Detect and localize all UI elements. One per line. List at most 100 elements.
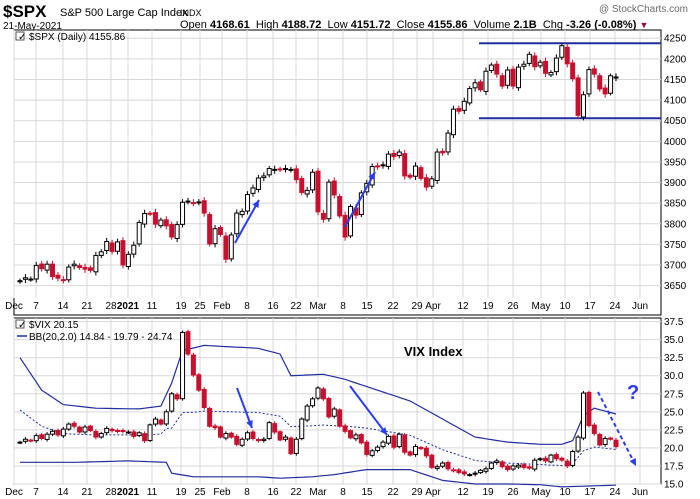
- x-tick-label: 21: [81, 301, 93, 312]
- candle-body: [472, 82, 478, 89]
- y-tick-label: 37.5: [664, 317, 684, 328]
- candle-body: [142, 433, 148, 442]
- candle-body: [272, 423, 278, 433]
- candle-body: [272, 168, 278, 171]
- candle-body: [456, 107, 462, 112]
- candle-body: [169, 224, 175, 238]
- candle-body: [591, 424, 597, 434]
- symbol-title: $SPX: [3, 2, 47, 21]
- candle-body: [597, 75, 603, 90]
- vix-arrow-projection-head: [629, 458, 636, 466]
- candle-body: [499, 461, 505, 468]
- candle-body: [60, 428, 66, 437]
- y-tick-label: 30.0: [664, 371, 684, 382]
- low-value: 4151.72: [350, 19, 391, 31]
- candle-body: [505, 69, 511, 86]
- candle-body: [602, 438, 608, 445]
- candle-body: [212, 228, 218, 245]
- candle-body: [478, 81, 484, 91]
- candle-body: [234, 212, 240, 235]
- copyright-notice: @ StockCharts.com: [598, 4, 688, 15]
- candle-body: [250, 187, 256, 194]
- spx-arrow-feb: [234, 199, 260, 244]
- low-label: Low: [327, 19, 348, 31]
- candle-body: [261, 175, 267, 179]
- x-tick-label: 14: [57, 301, 69, 312]
- candle-body: [488, 64, 494, 71]
- y-tick-label: 4000: [664, 137, 687, 148]
- candle-body: [429, 454, 435, 468]
- candle-body: [467, 88, 473, 104]
- candle-body: [613, 76, 619, 79]
- high-value: 4188.72: [281, 19, 322, 31]
- candle-body: [261, 438, 267, 441]
- candle-body: [120, 430, 126, 433]
- candle-body: [93, 255, 99, 273]
- x-tick-label: 2021: [117, 301, 140, 312]
- x-tick-label: 25: [194, 487, 206, 498]
- candle-body: [39, 263, 45, 270]
- candle-body: [532, 55, 538, 68]
- candle-body: [131, 431, 137, 437]
- candle-body: [98, 432, 104, 438]
- candle-body: [553, 454, 559, 460]
- volume-value: 2.1B: [513, 19, 537, 31]
- candle-body: [304, 189, 310, 195]
- candle-body: [180, 331, 186, 400]
- candle-body: [77, 426, 83, 433]
- candle-body: [201, 200, 207, 214]
- candle-body: [87, 267, 93, 271]
- candle-body: [521, 63, 527, 67]
- candle-body: [66, 423, 72, 430]
- candle-body: [98, 251, 104, 256]
- candle-body: [44, 433, 50, 440]
- y-tick-label: 3650: [664, 281, 687, 292]
- candle-body: [136, 432, 142, 437]
- y-tick-label: 3800: [664, 219, 687, 230]
- x-tick-label: 11: [147, 487, 158, 498]
- candle-body: [174, 394, 180, 400]
- y-tick-label: 32.5: [664, 353, 684, 364]
- x-tick-label: 15: [361, 301, 373, 312]
- candle-body: [413, 445, 419, 456]
- vix-title: VIX Index: [404, 344, 463, 359]
- y-tick-label: 3750: [664, 240, 687, 251]
- x-tick-label: 8: [340, 487, 346, 498]
- candle-body: [196, 201, 202, 204]
- candle-body: [17, 441, 23, 444]
- candle-body: [299, 178, 305, 193]
- vix-legend-swatch: [15, 319, 25, 329]
- candle-body: [559, 45, 565, 58]
- y-tick-label: 35.0: [664, 335, 684, 346]
- x-tick-label: 8: [244, 487, 250, 498]
- x-tick-label: 21: [81, 487, 93, 498]
- candle-body: [559, 457, 565, 461]
- candle-body: [217, 227, 223, 236]
- x-tick-label: 22: [387, 301, 399, 312]
- candle-body: [17, 280, 23, 283]
- candle-body: [602, 87, 608, 95]
- candle-body: [570, 62, 576, 80]
- x-tick-label: 17: [584, 301, 596, 312]
- candle-body: [380, 164, 386, 167]
- candle-body: [570, 451, 576, 466]
- candle-body: [445, 132, 451, 153]
- volume-label: Volume: [473, 19, 511, 31]
- x-tick-label: 22: [290, 301, 302, 312]
- x-tick-label: 22: [290, 487, 302, 498]
- y-tick-label: 22.5: [664, 425, 684, 436]
- candle-body: [109, 428, 115, 432]
- candle-body: [337, 409, 343, 427]
- y-tick-label: 27.5: [664, 389, 684, 400]
- vix-arrow-mar: [349, 385, 388, 436]
- candle-body: [543, 60, 549, 74]
- y-tick-label: 4100: [664, 96, 687, 107]
- ohlc-summary: Open 4168.61 High 4188.72 Low 4151.72 Cl…: [180, 19, 648, 31]
- x-tick-label: 7: [33, 301, 39, 312]
- candle-body: [586, 392, 592, 427]
- candle-body: [310, 398, 316, 407]
- candle-body: [532, 459, 538, 470]
- candle-body: [60, 279, 66, 282]
- candle-body: [440, 150, 446, 154]
- candle-body: [353, 434, 359, 440]
